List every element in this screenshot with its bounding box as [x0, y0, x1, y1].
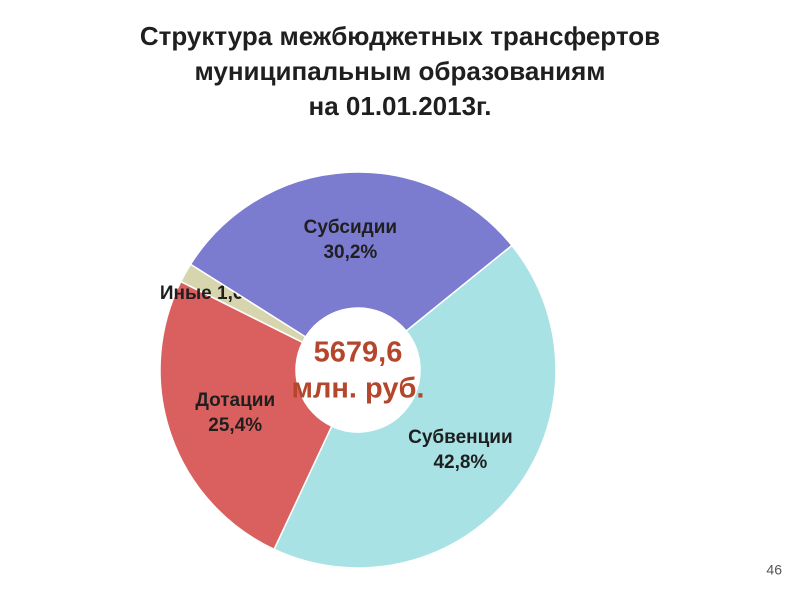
value-label: 42,8%: [433, 452, 487, 473]
category-label: Субвенции: [408, 427, 513, 448]
category-label: Иные: [160, 283, 212, 304]
donut-segment: [189, 171, 513, 338]
center-label: 5679,6: [314, 337, 403, 369]
center-label: млн. руб.: [292, 373, 425, 405]
category-label: Дотации: [195, 390, 275, 411]
chart-title: муниципальным образованиям: [195, 56, 606, 86]
chart-title: на 01.01.2013г.: [309, 91, 492, 121]
chart-title: Структура межбюджетных трансфертов: [140, 21, 660, 51]
title-block: Структура межбюджетных трансфертов муници…: [140, 21, 660, 121]
value-label: 25,4%: [208, 415, 262, 436]
category-label: Субсидии: [304, 217, 397, 238]
value-label: 30,2%: [323, 242, 377, 263]
donut-segment: [273, 244, 557, 569]
donut-segment: [159, 280, 333, 551]
page-number: 46: [766, 562, 782, 578]
